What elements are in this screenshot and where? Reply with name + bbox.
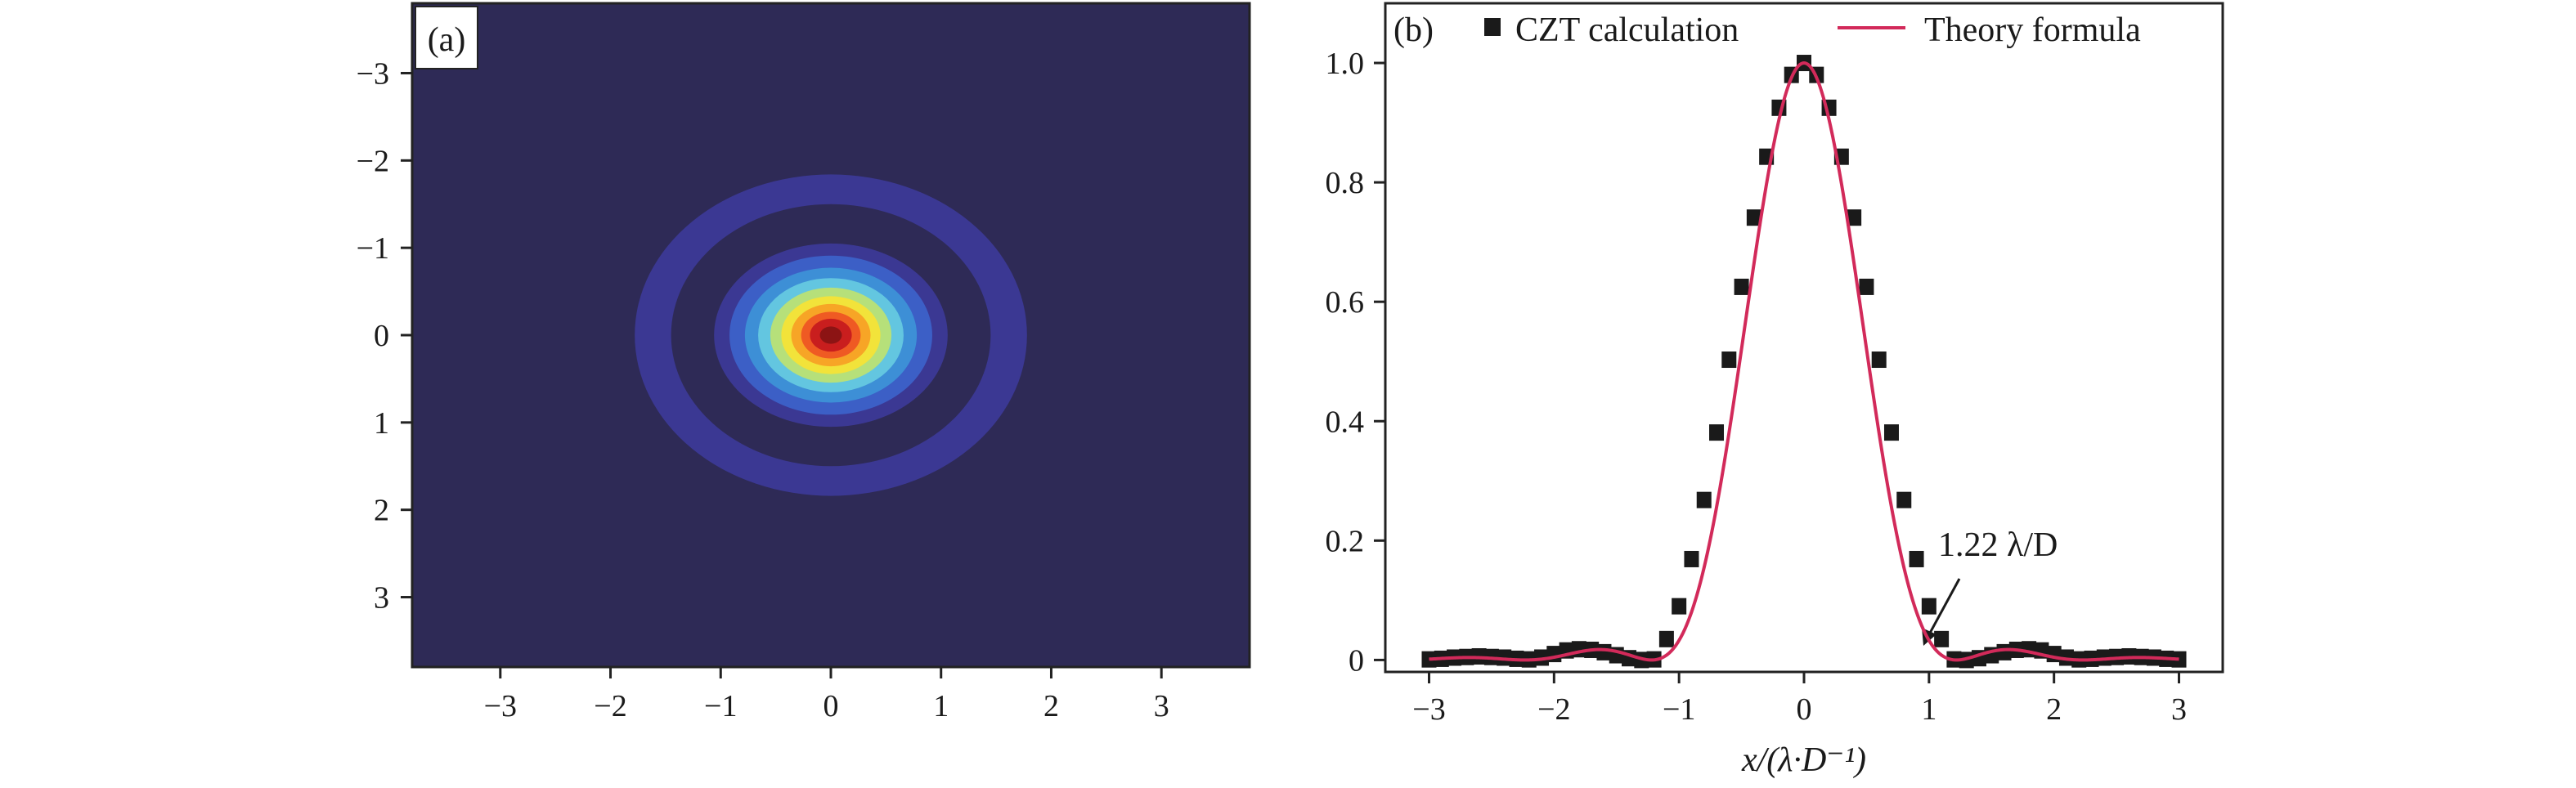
panel-a-label-box: [415, 6, 478, 69]
czt-point: [1746, 209, 1761, 226]
plot-b-y-tick-label: 1.0: [1326, 47, 1365, 81]
panel-b: −3 −2 −1 0 1 2 3 0 0.2 0.4 0.6 0.8 1.0 CZT calculat…: [1326, 2, 2224, 779]
heatmap-x-tick-label: −1: [704, 689, 737, 723]
czt-point: [1709, 424, 1725, 441]
heatmap-x-tick-label: 1: [933, 689, 949, 723]
czt-point: [1672, 598, 1687, 615]
annotation-text: 1.22 λ/D: [1938, 526, 2058, 564]
plot-b-y-tick-label: 0: [1349, 643, 1364, 678]
plot-b-y-tick-label: 0.2: [1326, 524, 1365, 558]
heatmap-y-tick-label: −2: [357, 144, 389, 178]
czt-point: [1859, 278, 1874, 295]
plot-b-x-tick-label: 1: [1921, 692, 1936, 727]
plot-b-x-tick-label: 2: [2046, 692, 2062, 727]
czt-point: [1909, 550, 1924, 567]
panel-a-label: (a): [428, 21, 466, 59]
panel-a: (a) −3 −2 −1 0 1 2 3 −3 −2 −1 0 1 2 3: [357, 2, 1251, 723]
legend-czt-marker: [1484, 18, 1501, 36]
heatmap-x-tick-label: 2: [1043, 689, 1059, 723]
heatmap-y-tick-label: 3: [374, 581, 389, 616]
heatmap-y-tick-label: 1: [374, 406, 389, 441]
czt-point: [1696, 491, 1712, 508]
legend: CZT calculation Theory formula: [1484, 11, 2141, 49]
czt-point: [1921, 598, 1936, 615]
annotation-first-zero: 1.22 λ/D: [1922, 526, 2058, 646]
plot-b-x-tick-label: −1: [1663, 692, 1695, 727]
plot-b-y-tick-label: 0.6: [1326, 285, 1365, 320]
plot-b-frame: [1384, 2, 2224, 674]
plot-b-x-tick-label: −2: [1537, 692, 1570, 727]
theory-series-line: [1429, 61, 2179, 662]
heatmap-y-tick-label: −3: [357, 56, 389, 91]
plot-b-x-label: x/(λ·D⁻¹): [1741, 741, 1866, 779]
czt-point: [1896, 491, 1912, 508]
heatmap-x-tick-label: 3: [1154, 689, 1169, 723]
plot-b-x-axis: −3 −2 −1 0 1 2 3: [1412, 672, 2187, 727]
legend-czt-label: CZT calculation: [1515, 11, 1739, 49]
heatmap-rings: [635, 174, 1027, 496]
czt-point: [1421, 651, 1437, 668]
heatmap-x-tick-label: −3: [484, 689, 517, 723]
plot-b-x-tick-label: 0: [1797, 692, 1812, 727]
heatmap-y-axis: −3 −2 −1 0 1 2 3: [357, 56, 412, 616]
plot-b-y-tick-label: 0.8: [1326, 166, 1365, 200]
czt-point: [1721, 351, 1737, 369]
heatmap-x-tick-label: −2: [594, 689, 626, 723]
heatmap-core-level-10: [819, 326, 842, 344]
heatmap-y-tick-label: −1: [357, 231, 389, 266]
heatmap-y-tick-label: 2: [374, 494, 389, 528]
heatmap-y-tick-label: 0: [374, 319, 389, 353]
czt-point: [2171, 651, 2187, 668]
heatmap-x-tick-label: 0: [824, 689, 839, 723]
heatmap-x-axis: −3 −2 −1 0 1 2 3: [484, 667, 1169, 723]
czt-point: [1847, 209, 1862, 226]
plot-b-x-tick-label: −3: [1412, 692, 1445, 727]
czt-point: [1871, 351, 1887, 369]
plot-b-x-tick-label: 3: [2171, 692, 2187, 727]
legend-theory-label: Theory formula: [1924, 11, 2141, 49]
czt-point: [1684, 550, 1699, 567]
czt-point: [1934, 630, 1950, 647]
panel-b-label: (b): [1393, 11, 1434, 49]
plot-b-y-axis: 0 0.2 0.4 0.6 0.8 1.0: [1326, 47, 1385, 678]
annotation-arrow: [1927, 578, 1961, 637]
czt-point: [1734, 278, 1749, 295]
plot-b-y-tick-label: 0.4: [1326, 405, 1365, 439]
czt-point: [1883, 424, 1899, 441]
czt-point: [1658, 630, 1674, 647]
